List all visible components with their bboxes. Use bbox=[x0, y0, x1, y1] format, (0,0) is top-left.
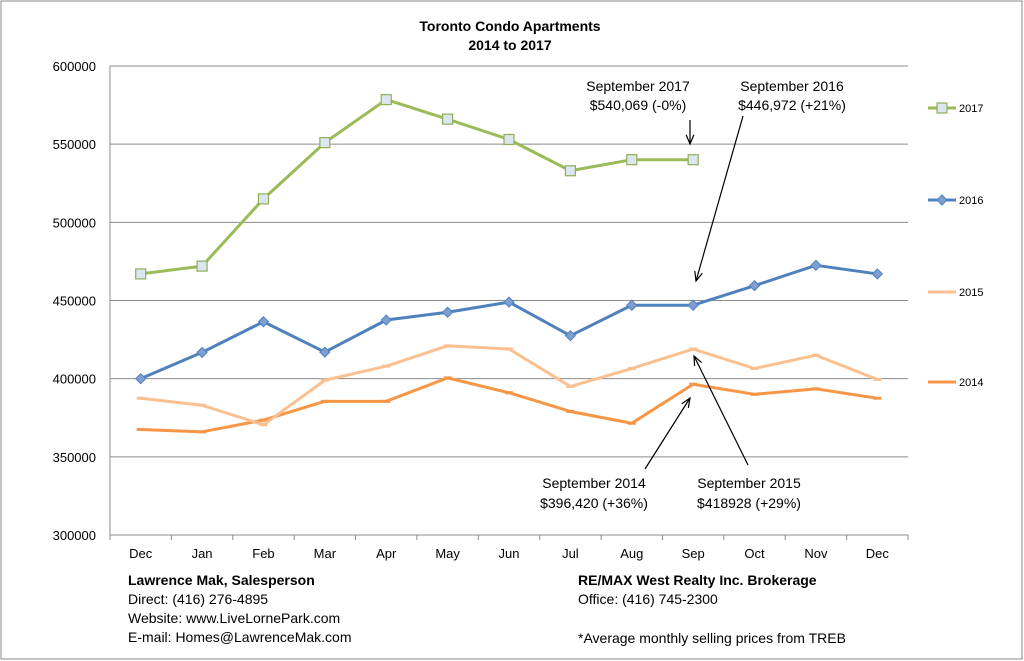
series-2017-line bbox=[140, 98, 694, 276]
annotation-line2: $396,420 (+36%) bbox=[540, 495, 648, 511]
legend-item-2015: 2015 bbox=[928, 287, 983, 299]
annotation-line1: September 2015 bbox=[697, 475, 801, 491]
series-2016-point bbox=[564, 329, 577, 342]
series-2017-point bbox=[564, 165, 576, 177]
series-2016-point bbox=[810, 259, 822, 272]
arrow-line bbox=[695, 115, 744, 282]
legend-label: 2014 bbox=[959, 377, 983, 389]
series-2017-point bbox=[626, 154, 638, 166]
y-tick-label: 400000 bbox=[53, 372, 96, 387]
series-2016-point bbox=[380, 314, 392, 326]
brokerage-office-phone: Office: (416) 745-2300 bbox=[578, 591, 718, 607]
annotation-3: September 2015 $418928 (+29%) bbox=[697, 475, 801, 511]
series-2014 bbox=[136, 376, 882, 434]
x-tick-label: Jun bbox=[499, 546, 520, 561]
legend-label: 2016 bbox=[959, 195, 983, 207]
x-tick-label: Jan bbox=[192, 546, 213, 561]
chart-subtitle: 2014 to 2017 bbox=[468, 37, 551, 53]
series-2017-point bbox=[687, 154, 699, 166]
series-2017 bbox=[135, 94, 699, 280]
y-tick-label: 550000 bbox=[53, 137, 96, 152]
legend-label: 2015 bbox=[959, 287, 983, 299]
annotation-1: September 2016 $446,972 (+21%) bbox=[738, 78, 846, 113]
x-tick-label: Dec bbox=[129, 546, 153, 561]
x-tick-label: Apr bbox=[376, 546, 397, 561]
series-2016-point bbox=[196, 346, 208, 359]
agent-website: Website: www.LiveLornePark.com bbox=[128, 610, 341, 626]
arrow-sep-2017 bbox=[685, 120, 695, 146]
x-tick-label: Mar bbox=[314, 546, 337, 561]
series-2016-point bbox=[687, 299, 699, 311]
y-tick-label: 350000 bbox=[53, 450, 96, 465]
arrow-sep-2016 bbox=[694, 115, 744, 283]
chart-title: Toronto Condo Apartments bbox=[419, 18, 600, 34]
series-2017-point bbox=[936, 102, 948, 114]
x-tick-label: Jul bbox=[562, 546, 579, 561]
arrow-head bbox=[693, 354, 702, 367]
y-tick-label: 450000 bbox=[53, 294, 96, 309]
annotation-line2: $540,069 (-0%) bbox=[590, 97, 687, 113]
series-2017-point bbox=[380, 94, 392, 106]
arrow-head bbox=[694, 271, 703, 283]
brokerage-info: RE/MAX West Realty Inc. Brokerage Office… bbox=[578, 571, 817, 609]
series-2017-point bbox=[257, 193, 270, 205]
y-tick-label: 600000 bbox=[53, 59, 96, 74]
series-2017-point bbox=[319, 137, 331, 149]
annotation-0: September 2017 $540,069 (-0%) bbox=[586, 78, 690, 113]
agent-email: E-mail: Homes@LawrenceMak.com bbox=[128, 629, 352, 645]
series-2016-point bbox=[748, 279, 761, 292]
y-tick-label: 500000 bbox=[53, 215, 96, 230]
x-tick-label: Aug bbox=[620, 546, 643, 561]
series-2016-point bbox=[503, 296, 515, 308]
annotation-line2: $418928 (+29%) bbox=[697, 495, 801, 511]
y-tick-label: 300000 bbox=[53, 528, 96, 543]
x-tick-label: Dec bbox=[866, 546, 890, 561]
legend-item-2014: 2014 bbox=[928, 377, 983, 389]
legend-item-2016: 2016 bbox=[928, 194, 983, 207]
arrow-sep-2015 bbox=[693, 354, 749, 466]
series-2017-point bbox=[503, 133, 515, 146]
series-2017-point bbox=[442, 113, 454, 125]
x-tick-label: May bbox=[435, 546, 460, 561]
series-2015 bbox=[136, 344, 882, 427]
arrow-head bbox=[681, 396, 691, 408]
agent-name: Lawrence Mak, Salesperson bbox=[128, 572, 315, 588]
series-2016-point bbox=[319, 346, 331, 358]
annotation-line1: September 2014 bbox=[542, 475, 646, 491]
series-2016-point bbox=[936, 194, 948, 206]
series-2017-point bbox=[135, 268, 147, 280]
series-2016-point bbox=[134, 372, 147, 385]
agent-contact: Lawrence Mak, Salesperson Direct: (416) … bbox=[128, 571, 352, 647]
annotation-line1: September 2016 bbox=[740, 78, 844, 94]
x-tick-label: Oct bbox=[744, 546, 765, 561]
series-2016-point bbox=[441, 306, 454, 318]
legend-label: 2017 bbox=[959, 103, 983, 115]
series-2017-point bbox=[196, 260, 208, 272]
x-tick-label: Nov bbox=[804, 546, 828, 561]
arrow-line bbox=[644, 397, 691, 470]
legend: 2017 2016 2015 2014 bbox=[928, 102, 983, 389]
arrow-line bbox=[693, 355, 749, 466]
axes: 300000 350000 400000 450000 500000 550000 6000… bbox=[53, 59, 909, 561]
source-note: *Average monthly selling prices from TRE… bbox=[578, 630, 846, 646]
annotation-line2: $446,972 (+21%) bbox=[738, 97, 846, 113]
series-2016-point bbox=[626, 299, 638, 311]
series-2016-point bbox=[871, 268, 884, 280]
annotation-line1: September 2017 bbox=[586, 78, 690, 94]
agent-direct-phone: Direct: (416) 276-4895 bbox=[128, 591, 269, 607]
series-group bbox=[134, 94, 884, 434]
brokerage-name: RE/MAX West Realty Inc. Brokerage bbox=[578, 572, 817, 588]
x-tick-label: Feb bbox=[252, 546, 274, 561]
legend-item-2017: 2017 bbox=[928, 102, 983, 115]
annotations: September 2017$540,069 (-0%)September 20… bbox=[540, 78, 846, 511]
arrow-sep-2014 bbox=[644, 396, 691, 470]
annotation-2: September 2014 $396,420 (+36%) bbox=[540, 475, 648, 511]
arrow-head bbox=[685, 134, 695, 146]
x-tick-label: Sep bbox=[682, 546, 705, 561]
series-2016 bbox=[134, 259, 884, 385]
series-2016-point bbox=[257, 316, 270, 328]
